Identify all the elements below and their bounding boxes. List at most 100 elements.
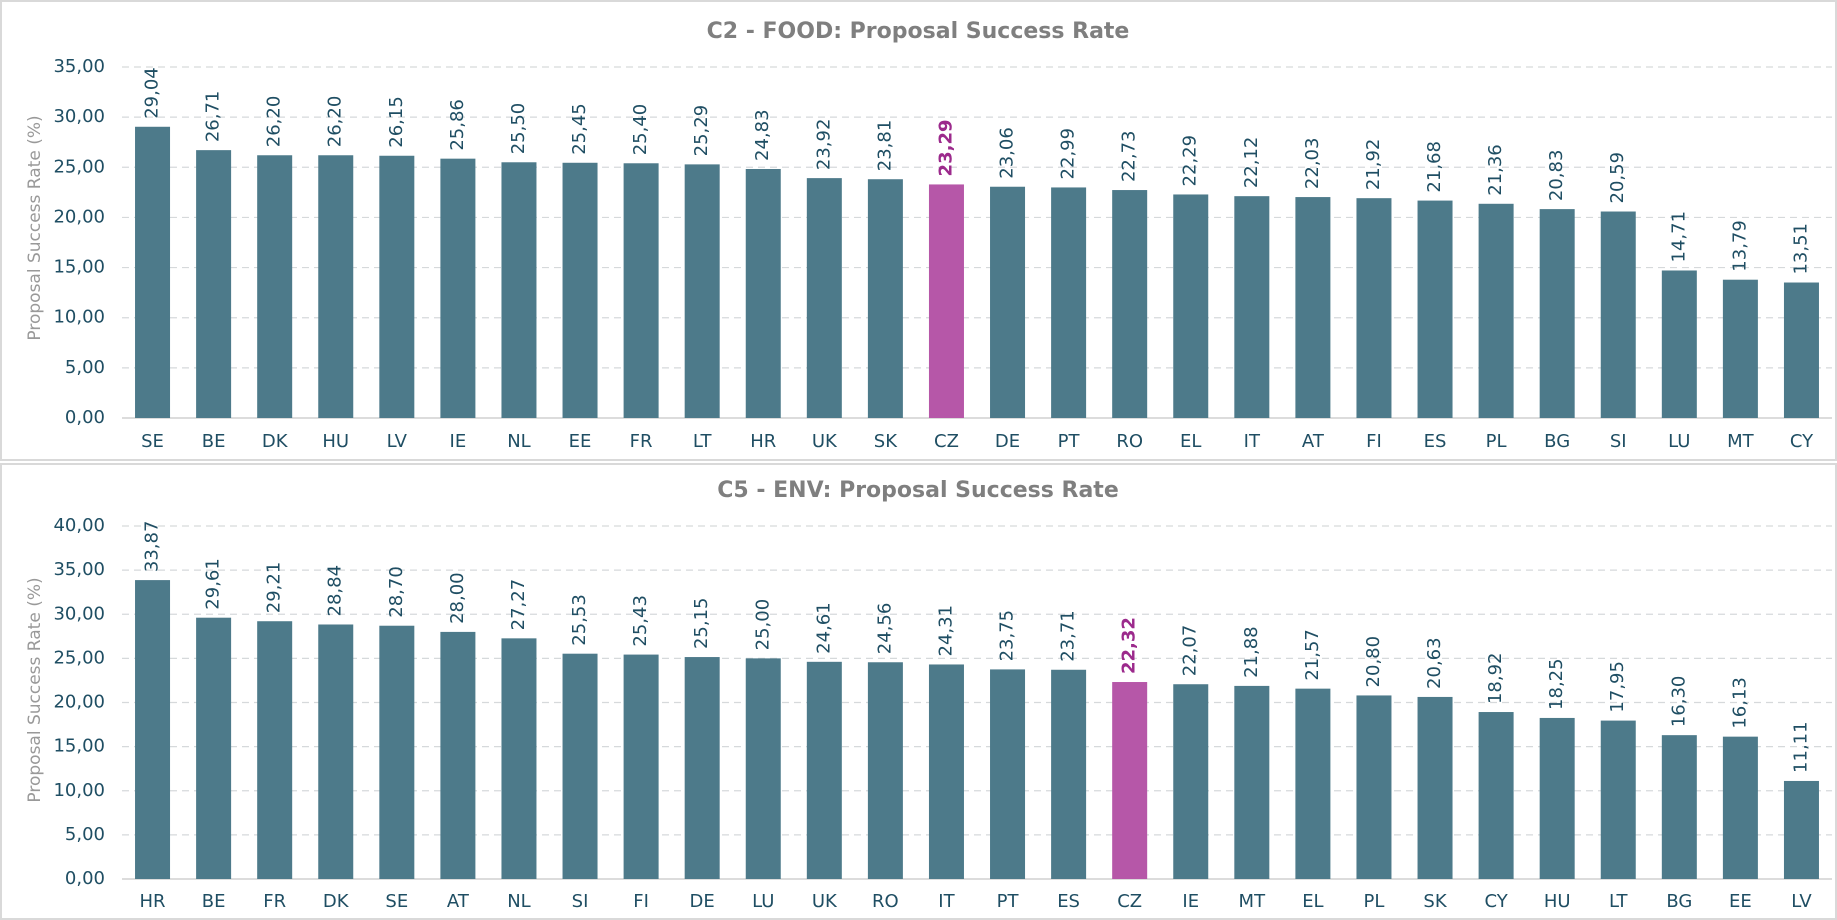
bar (1539, 209, 1575, 418)
x-tick-label: UK (812, 891, 838, 912)
x-tick-label: HU (1544, 891, 1571, 912)
y-tick-label: 35,00 (53, 56, 105, 77)
value-label: 29,21 (264, 562, 285, 614)
bar (135, 580, 171, 879)
bar (1051, 187, 1087, 418)
value-label: 24,56 (874, 603, 895, 655)
x-tick-label: DK (323, 891, 350, 912)
y-tick-label: 0,00 (65, 868, 105, 889)
bar (1234, 685, 1270, 879)
value-label: 25,43 (630, 595, 651, 647)
value-label: 21,57 (1302, 629, 1323, 681)
value-label: 17,95 (1607, 661, 1628, 713)
value-label: 23,81 (874, 120, 895, 172)
value-label: 20,59 (1607, 152, 1628, 204)
value-label: 24,31 (935, 605, 956, 657)
value-label: 28,00 (447, 572, 468, 624)
x-tick-label: BE (202, 891, 226, 912)
x-tick-label: DE (995, 431, 1020, 452)
y-tick-label: 25,00 (53, 156, 105, 177)
bar (990, 186, 1026, 418)
bar (1356, 695, 1392, 879)
x-tick-label: UK (812, 431, 838, 452)
bar (928, 664, 964, 879)
value-label: 25,29 (691, 105, 712, 157)
x-tick-label: EL (1302, 891, 1323, 912)
bar (990, 669, 1026, 879)
value-label: 25,00 (752, 599, 773, 651)
value-label: 22,32 (1119, 617, 1140, 674)
x-tick-label: FR (630, 431, 653, 452)
x-tick-label: EE (569, 431, 592, 452)
bar (1417, 200, 1453, 418)
value-label: 16,30 (1668, 676, 1689, 728)
x-tick-label: LT (693, 431, 713, 452)
y-axis-label: Proposal Success Rate (%) (25, 115, 45, 340)
value-label: 23,06 (997, 127, 1018, 179)
bar (1356, 198, 1392, 418)
bar (562, 653, 598, 879)
bar (806, 178, 842, 418)
value-label: 25,53 (569, 594, 590, 646)
x-tick-label: SI (572, 891, 589, 912)
x-tick-label: PL (1486, 431, 1507, 452)
bar (257, 621, 293, 879)
bar (318, 155, 354, 418)
bar (379, 155, 415, 418)
value-label: 23,71 (1058, 610, 1079, 662)
y-tick-label: 10,00 (53, 307, 105, 328)
bar (135, 126, 171, 418)
x-tick-label: PL (1364, 891, 1385, 912)
bar (1295, 688, 1331, 879)
value-label: 28,84 (325, 565, 346, 617)
x-tick-label: HR (140, 891, 166, 912)
y-tick-label: 15,00 (53, 257, 105, 278)
bar (928, 184, 964, 418)
value-label: 29,04 (142, 67, 163, 119)
value-label: 29,61 (203, 558, 224, 610)
y-tick-label: 25,00 (53, 647, 105, 668)
x-tick-label: MT (1239, 891, 1267, 912)
bar (501, 638, 537, 879)
chart-title: C2 - FOOD: Proposal Success Rate (707, 19, 1130, 44)
bar (745, 168, 781, 418)
x-tick-label: HU (322, 431, 349, 452)
x-tick-label: SK (1423, 891, 1447, 912)
y-tick-label: 0,00 (65, 407, 105, 428)
bar (867, 179, 903, 418)
y-tick-label: 10,00 (53, 780, 105, 801)
y-tick-label: 40,00 (53, 515, 105, 536)
x-tick-label: BG (1666, 891, 1692, 912)
value-label: 25,50 (508, 103, 529, 155)
x-tick-label: DK (262, 431, 289, 452)
value-label: 21,36 (1485, 144, 1506, 196)
x-tick-label: PT (997, 891, 1020, 912)
y-axis-label: Proposal Success Rate (%) (25, 577, 45, 802)
x-tick-label: LV (1791, 891, 1812, 912)
value-label: 11,11 (1790, 721, 1811, 773)
value-label: 26,15 (386, 96, 407, 148)
x-tick-label: AT (1302, 431, 1325, 452)
bar (806, 661, 842, 879)
bar (1600, 720, 1636, 879)
x-tick-label: FI (633, 891, 649, 912)
value-label: 26,20 (325, 96, 346, 148)
bar (196, 617, 232, 879)
y-tick-label: 30,00 (53, 603, 105, 624)
bar (440, 631, 476, 879)
y-tick-label: 30,00 (53, 106, 105, 127)
x-tick-label: MT (1727, 431, 1755, 452)
value-label: 21,88 (1241, 626, 1262, 678)
x-tick-label: SE (141, 431, 164, 452)
x-tick-label: IT (938, 891, 955, 912)
value-label: 25,40 (630, 104, 651, 156)
value-label: 13,51 (1790, 223, 1811, 275)
x-tick-label: EL (1180, 431, 1201, 452)
x-tick-label: PT (1058, 431, 1081, 452)
value-label: 27,27 (508, 579, 529, 631)
x-tick-label: FR (263, 891, 286, 912)
value-label: 22,07 (1180, 625, 1201, 677)
x-tick-label: BG (1544, 431, 1570, 452)
